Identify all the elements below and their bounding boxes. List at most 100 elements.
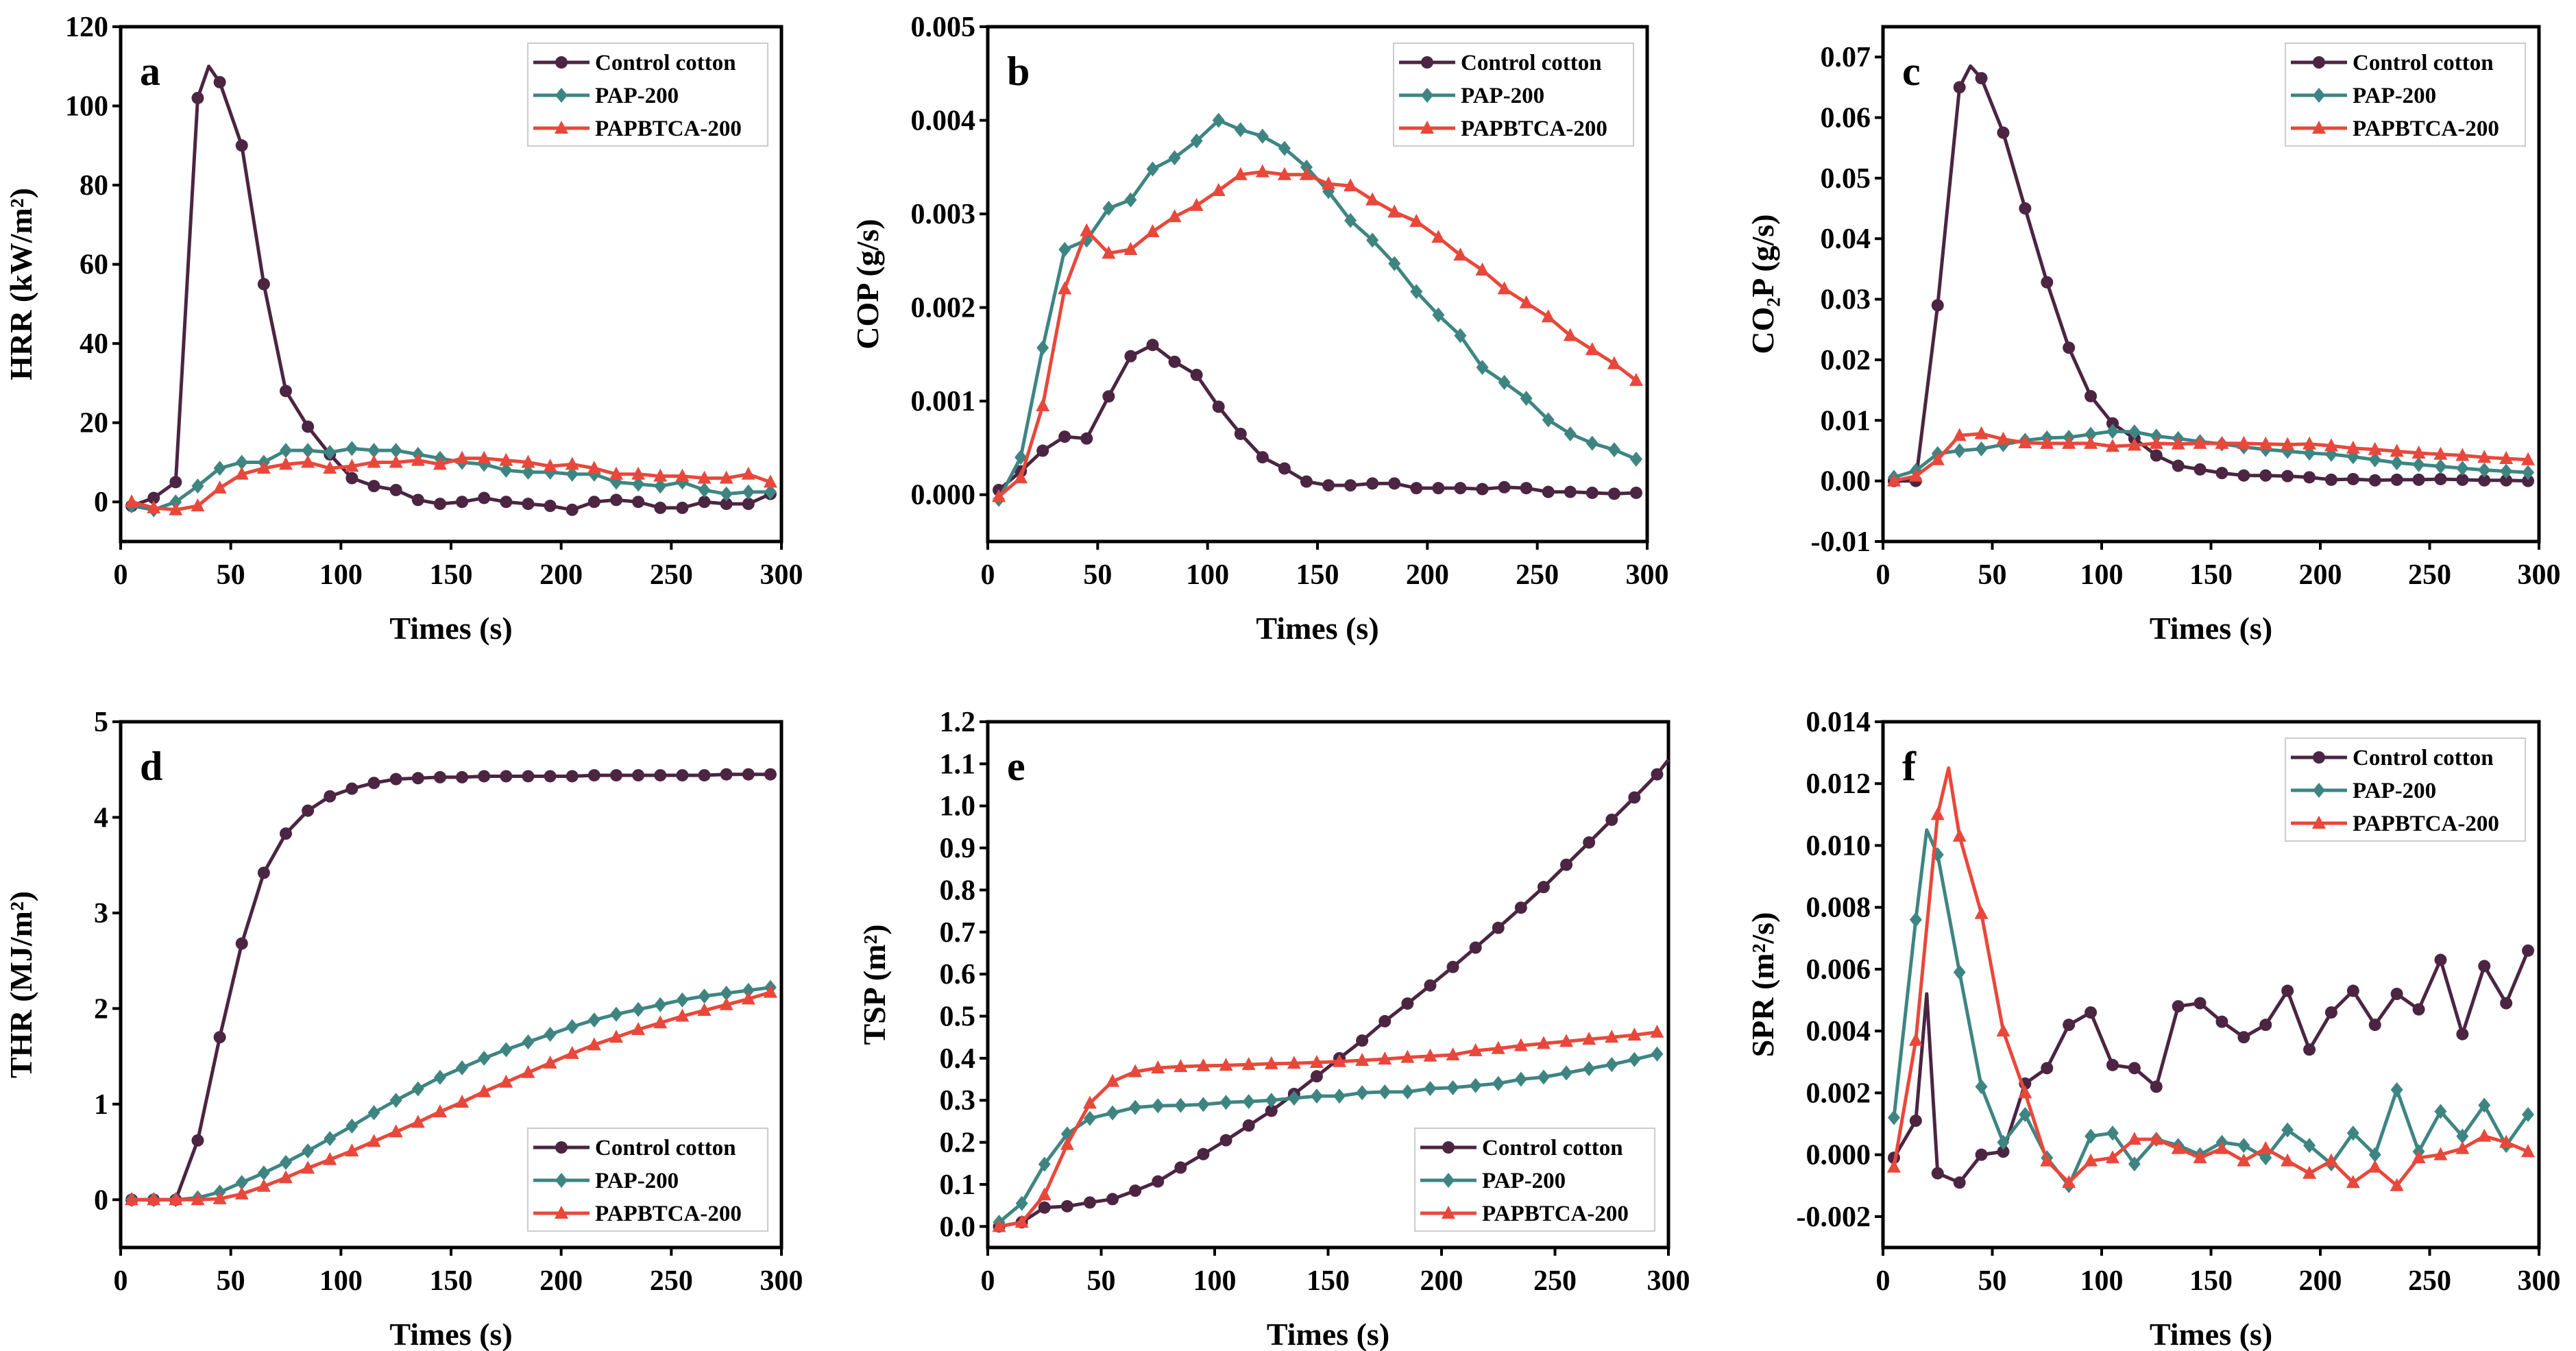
- x-tick-label: 250: [1533, 1265, 1577, 1297]
- data-point: [2456, 1128, 2469, 1144]
- data-point: [1197, 1147, 1210, 1160]
- data-point: [2259, 1141, 2273, 1154]
- data-point: [1583, 1061, 1596, 1077]
- data-point: [2105, 1150, 2119, 1164]
- data-point: [1080, 432, 1093, 445]
- data-point: [1211, 182, 1226, 196]
- data-point: [697, 470, 712, 484]
- data-point: [1378, 1084, 1392, 1099]
- series-control-cotton: [993, 339, 1642, 500]
- data-point: [169, 476, 182, 489]
- legend-marker: [1442, 1173, 1455, 1188]
- data-point: [1233, 167, 1248, 180]
- y-tick-label: 0.000: [1806, 1140, 1871, 1171]
- data-point: [2084, 1153, 2098, 1167]
- legend: Control cotton PAP-200 PAPBTCA-200: [527, 1128, 768, 1232]
- data-point: [323, 461, 337, 474]
- data-point: [302, 804, 315, 817]
- data-point: [2237, 435, 2251, 449]
- legend-label: PAP-200: [2353, 779, 2436, 803]
- y-tick-label: 5: [94, 707, 108, 738]
- data-point: [1174, 1059, 1188, 1073]
- data-point: [1497, 281, 1511, 295]
- legend: Control cotton PAP-200 PAPBTCA-200: [1414, 1128, 1655, 1232]
- data-point: [455, 1095, 470, 1108]
- data-point: [544, 500, 557, 513]
- data-point: [367, 1134, 381, 1147]
- data-point: [566, 466, 579, 482]
- data-point: [522, 1034, 535, 1050]
- data-point: [1491, 1040, 1505, 1054]
- data-point: [1498, 480, 1511, 494]
- data-point: [1650, 1024, 1664, 1038]
- data-point: [1106, 1073, 1120, 1087]
- series-pap-200: [993, 112, 1642, 507]
- data-point: [2194, 997, 2207, 1010]
- data-point: [1355, 1052, 1370, 1066]
- data-point: [2041, 1062, 2054, 1075]
- data-point: [2127, 1132, 2141, 1145]
- legend-marker: [1442, 1141, 1455, 1154]
- y-tick-label: 0.4: [940, 1043, 976, 1075]
- series-line: [997, 119, 1637, 500]
- data-point: [697, 1003, 712, 1017]
- data-point: [456, 1060, 469, 1075]
- data-point: [522, 464, 535, 480]
- data-point: [1423, 1048, 1437, 1062]
- data-point: [1605, 813, 1618, 826]
- data-point: [1234, 122, 1247, 138]
- data-point: [1038, 1201, 1051, 1214]
- data-point: [698, 496, 711, 509]
- x-tick-label: 100: [319, 1265, 363, 1297]
- legend-marker: [2313, 56, 2325, 69]
- data-point: [654, 769, 667, 782]
- data-point: [1256, 451, 1269, 464]
- data-point: [631, 466, 646, 480]
- data-point: [2302, 436, 2317, 450]
- y-tick-label: 0: [94, 487, 108, 518]
- data-point: [345, 1118, 359, 1134]
- x-tick-label: 300: [2518, 1265, 2561, 1297]
- data-point: [587, 461, 601, 474]
- x-tick-label: 0: [114, 559, 128, 591]
- data-point: [499, 452, 513, 466]
- y-tick-label: -0.01: [1811, 526, 1871, 558]
- data-point: [302, 443, 315, 459]
- x-tick-label: 50: [1087, 1265, 1116, 1297]
- x-tick-label: 150: [1307, 1265, 1350, 1297]
- data-point: [2434, 1104, 2447, 1119]
- data-point: [1060, 1136, 1074, 1150]
- data-point: [992, 1219, 1006, 1232]
- data-point: [1585, 342, 1599, 356]
- data-point: [1431, 230, 1446, 243]
- data-point: [302, 1143, 315, 1159]
- legend-label: PAPBTCA-200: [2353, 117, 2499, 141]
- data-point: [2500, 463, 2513, 479]
- data-point: [1953, 964, 1966, 980]
- data-point: [1322, 479, 1335, 492]
- x-tick-label: 250: [2408, 559, 2451, 591]
- data-point: [1401, 1084, 1414, 1099]
- data-point: [389, 1093, 402, 1108]
- data-point: [1083, 1196, 1096, 1209]
- data-point: [2478, 462, 2491, 478]
- data-point: [1174, 1097, 1187, 1113]
- y-axis-title: THR (MJ/m²): [3, 891, 38, 1078]
- data-point: [234, 1186, 249, 1200]
- panel-label: e: [1007, 744, 1025, 789]
- data-point: [455, 450, 470, 464]
- y-tick-label: 80: [80, 170, 108, 202]
- data-point: [2062, 1175, 2076, 1189]
- data-point: [698, 482, 711, 498]
- data-point: [1629, 451, 1642, 467]
- y-tick-label: 0.1: [940, 1169, 976, 1201]
- x-tick-label: 100: [319, 559, 363, 591]
- legend-label: Control cotton: [2353, 51, 2494, 75]
- data-point: [235, 1175, 248, 1191]
- y-tick-label: 40: [80, 328, 108, 360]
- data-point: [1560, 1065, 1573, 1081]
- data-point: [500, 496, 513, 509]
- series-control-cotton: [125, 64, 777, 516]
- data-point: [191, 1192, 205, 1206]
- data-point: [742, 484, 755, 500]
